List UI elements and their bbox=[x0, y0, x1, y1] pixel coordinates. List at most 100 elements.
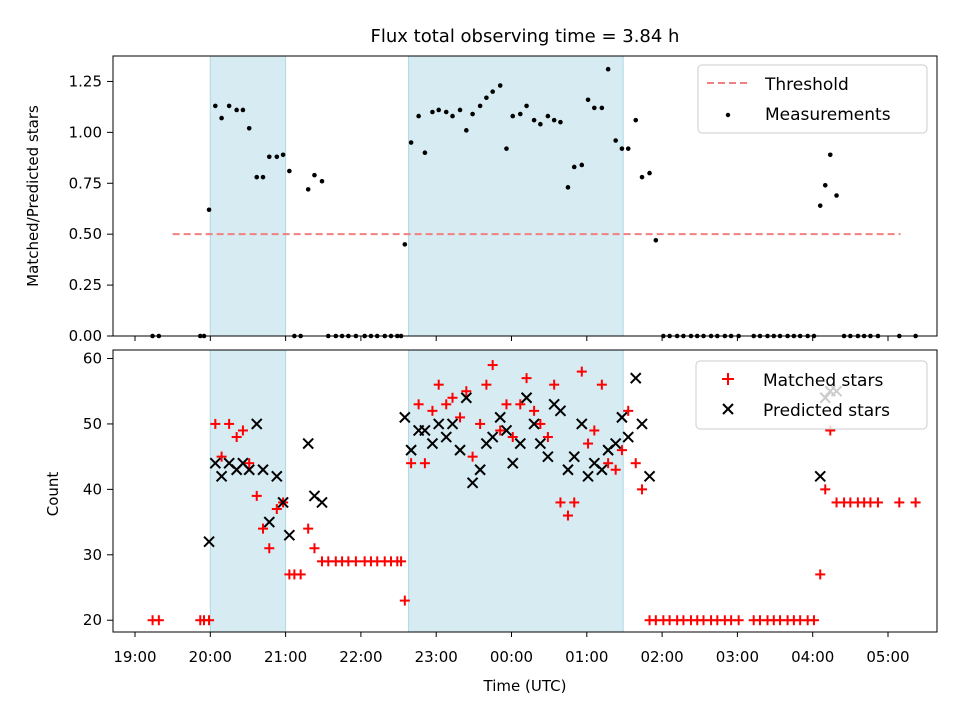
predicted-star-point bbox=[283, 529, 296, 541]
bottom-y-axis: 20 30 40 50 60 bbox=[83, 350, 113, 629]
predicted-star-point bbox=[203, 536, 215, 548]
predicted-star-point bbox=[520, 392, 533, 404]
predicted-star-point bbox=[433, 418, 445, 430]
x-tick-label: 23:00 bbox=[415, 648, 458, 666]
measurement-point bbox=[613, 138, 618, 143]
y-tick-label: 20 bbox=[83, 611, 102, 629]
shaded-interval bbox=[209, 55, 287, 337]
measurement-point bbox=[653, 237, 659, 243]
shaded-interval bbox=[408, 55, 624, 337]
y-tick-label: 60 bbox=[83, 350, 102, 368]
predicted-star-point bbox=[616, 411, 628, 424]
y-tick-label: 0.00 bbox=[69, 327, 102, 345]
predicted-star-point bbox=[542, 450, 554, 463]
matched-star-point bbox=[251, 490, 262, 501]
matched-star-point bbox=[894, 497, 905, 508]
measurement-point bbox=[408, 140, 414, 145]
legend-predicted-label: Predicted stars bbox=[763, 401, 890, 421]
predicted-star-point bbox=[630, 372, 642, 384]
measurement-point bbox=[219, 115, 224, 121]
matched-star-point bbox=[237, 425, 248, 436]
legend-threshold-label: Threshold bbox=[764, 75, 849, 95]
predicted-star-point bbox=[399, 411, 411, 424]
legend-predicted-swatch bbox=[722, 403, 734, 415]
measurement-point bbox=[827, 152, 833, 158]
x-tick-label: 05:00 bbox=[866, 648, 909, 666]
shaded-interval bbox=[209, 349, 287, 633]
measurement-point bbox=[280, 152, 286, 158]
measurement-point bbox=[531, 117, 537, 123]
x-tick-label: 00:00 bbox=[490, 648, 533, 666]
matched-star-point bbox=[501, 399, 512, 410]
matched-star-point bbox=[231, 432, 242, 443]
measurement-point bbox=[443, 109, 449, 115]
matched-star-point bbox=[153, 615, 164, 626]
matched-star-point bbox=[427, 405, 438, 416]
matched-star-point bbox=[872, 497, 883, 508]
matched-star-point bbox=[820, 484, 831, 495]
shaded-interval bbox=[408, 349, 624, 633]
measurement-point bbox=[470, 111, 475, 117]
bottom-shaded-intervals bbox=[209, 349, 624, 633]
matched-star-point bbox=[455, 412, 466, 423]
matched-star-point bbox=[576, 366, 587, 377]
measurement-point bbox=[585, 97, 591, 103]
measurement-point bbox=[213, 103, 218, 109]
predicted-star-point bbox=[528, 418, 540, 430]
matched-star-point bbox=[507, 432, 518, 443]
matched-star-point bbox=[295, 569, 306, 580]
y-tick-label: 40 bbox=[83, 480, 102, 498]
measurement-point bbox=[457, 107, 463, 113]
legend-matched-label: Matched stars bbox=[763, 371, 883, 391]
matched-star-point bbox=[204, 615, 215, 626]
matched-star-point bbox=[413, 399, 424, 410]
legend-measurements-label: Measurements bbox=[765, 105, 891, 125]
x-tick-label: 04:00 bbox=[791, 648, 834, 666]
predicted-star-point bbox=[460, 392, 473, 404]
predicted-star-point bbox=[271, 470, 283, 482]
bottom-plot-frame bbox=[112, 349, 938, 633]
predicted-star-point bbox=[466, 477, 479, 489]
matched-star-point bbox=[610, 464, 621, 475]
predicted-star-point bbox=[209, 457, 222, 469]
matched-star-point bbox=[637, 484, 648, 495]
predicted-star-point bbox=[534, 437, 547, 450]
predicted-star-point bbox=[257, 464, 269, 476]
predicted-star-point bbox=[576, 418, 588, 430]
measurement-point bbox=[834, 193, 839, 198]
top-y-axis: 0.00 0.25 0.50 0.75 1.00 1.25 bbox=[69, 72, 113, 345]
measurement-point bbox=[484, 95, 489, 101]
predicted-star-point bbox=[554, 405, 567, 417]
matched-star-point bbox=[406, 458, 417, 469]
y-tick-label: 50 bbox=[83, 415, 102, 433]
predicted-star-point bbox=[474, 464, 486, 476]
measurement-point bbox=[571, 164, 577, 170]
x-tick-label: 21:00 bbox=[264, 648, 307, 666]
measurement-point bbox=[416, 113, 421, 119]
measurement-point bbox=[254, 174, 260, 180]
measurement-point bbox=[524, 103, 529, 109]
top-legend: Threshold Measurements bbox=[697, 64, 928, 134]
measurement-point bbox=[490, 89, 495, 94]
matched-star-point bbox=[589, 425, 600, 436]
measurement-point bbox=[240, 107, 246, 113]
measurement-point bbox=[274, 154, 280, 160]
matched-star-point bbox=[258, 523, 269, 534]
measurement-point bbox=[477, 103, 483, 109]
matched-star-point bbox=[396, 556, 407, 567]
legend-matched-swatch bbox=[722, 373, 734, 385]
measurement-point bbox=[422, 150, 428, 156]
measurement-point bbox=[497, 83, 503, 88]
measurement-point bbox=[545, 113, 551, 119]
measurement-point bbox=[551, 117, 557, 123]
matched-star-point bbox=[910, 497, 921, 508]
predicted-star-point bbox=[643, 470, 656, 482]
matched-star-point bbox=[441, 399, 452, 410]
predicted-star-point bbox=[440, 431, 452, 443]
measurement-point bbox=[206, 207, 212, 213]
bottom-panel-xlabel: Time (UTC) bbox=[483, 677, 567, 695]
measurement-point bbox=[319, 178, 325, 184]
measurement-point bbox=[565, 185, 571, 190]
measurement-point bbox=[402, 242, 408, 247]
